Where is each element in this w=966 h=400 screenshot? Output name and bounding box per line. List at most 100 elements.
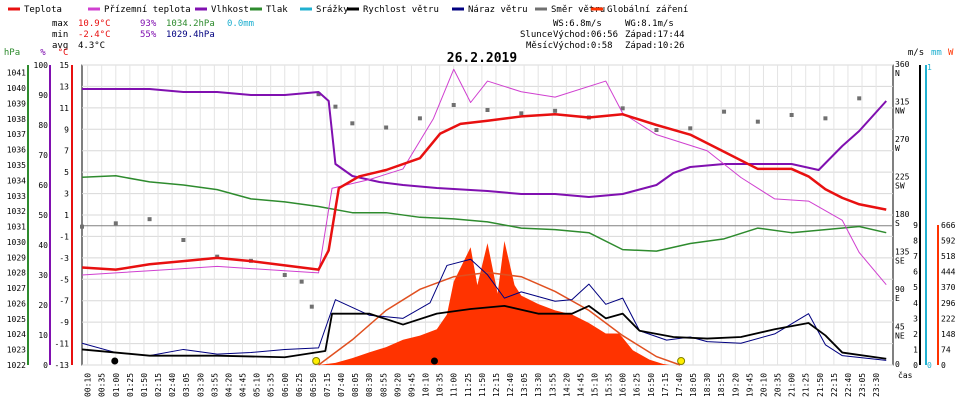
ms-tick-label: 2 <box>913 330 918 339</box>
x-tick-label: 04:20 <box>224 373 233 397</box>
moon-rise: Východ:0:58 <box>553 41 613 51</box>
wind-dir-point <box>147 217 152 222</box>
wind-dir-point <box>113 221 118 226</box>
moonset-marker <box>430 357 438 365</box>
x-tick-label: 09:45 <box>407 373 416 397</box>
sunset-marker <box>677 357 686 365</box>
moon-set: Západ:10:26 <box>625 41 685 51</box>
x-tick-label: 19:20 <box>731 373 740 397</box>
x-tick-label: 13:05 <box>520 373 529 397</box>
wind-dir-point <box>722 109 727 114</box>
x-tick-label: 21:25 <box>802 373 811 397</box>
axes: hPa% °C m/s mm W1041104010391038103710361035… <box>4 48 956 380</box>
stat-avg-temp: 4.3°C <box>78 41 105 51</box>
sun-moon-markers <box>111 357 686 365</box>
dir-compass-label: SE <box>895 257 905 266</box>
x-tick-label: 18:55 <box>717 373 726 397</box>
temperature-line <box>81 113 887 271</box>
x-tick-label: 11:00 <box>450 373 459 397</box>
moonrise-marker <box>111 357 119 365</box>
dir-tick-label: 90 <box>895 285 905 294</box>
x-tick-label: 05:35 <box>267 373 276 397</box>
wind-dir-point <box>688 126 693 131</box>
x-tick-label: 12:15 <box>492 373 501 397</box>
wind-dir-point <box>333 104 338 109</box>
hpa-tick-label: 1034 <box>7 176 26 185</box>
x-axis-label: čas <box>898 370 913 380</box>
hpa-tick-label: 1030 <box>7 238 26 247</box>
ms-tick-label: 4 <box>913 299 918 308</box>
mm-tick-label: 0 <box>927 361 932 370</box>
hpa-tick-label: 1022 <box>7 361 26 370</box>
stat-min-label: min <box>52 30 68 40</box>
x-tick-label: 03:30 <box>196 373 205 397</box>
dir-tick-label: 135 <box>895 248 910 257</box>
wind-dir-point <box>309 304 314 309</box>
x-tick-label: 16:00 <box>619 373 628 397</box>
hpa-tick-label: 1024 <box>7 330 26 339</box>
dir-compass-label: SW <box>895 182 905 191</box>
hpa-tick-label: 1039 <box>7 99 26 108</box>
wind-dir-point <box>553 108 558 113</box>
x-tick-label: 17:40 <box>675 373 684 397</box>
stat-min-hum: 55% <box>140 30 157 40</box>
pct-tick-label: 10 <box>38 331 48 340</box>
w-tick-label: 518 <box>941 252 956 261</box>
temp-tick-label: -11 <box>55 340 70 349</box>
temp-tick-label: 9 <box>64 125 69 134</box>
legend-label: Přízemní teplota <box>104 5 191 15</box>
wind-dir-point <box>620 106 625 111</box>
ms-tick-label: 5 <box>913 283 918 292</box>
temp-tick-label: 3 <box>64 190 69 199</box>
sun-rise: Východ:06:56 <box>553 30 618 40</box>
legend-label: Rychlost větru <box>363 5 439 15</box>
x-tick-label: 18:05 <box>689 373 698 397</box>
wind-dir-point <box>350 121 355 126</box>
hpa-tick-label: 1037 <box>7 130 26 139</box>
wind-dir-point <box>282 273 287 277</box>
dir-tick-label: 270 <box>895 135 910 144</box>
dir-tick-label: 45 <box>895 323 905 332</box>
pct-tick-label: 80 <box>38 121 48 130</box>
hpa-tick-label: 1038 <box>7 115 26 124</box>
stat-min-temp: -2.4°C <box>78 30 111 40</box>
x-tick-label: 21:50 <box>816 373 825 397</box>
temp-tick-label: -5 <box>59 275 69 284</box>
x-tick-label: 07:40 <box>337 373 346 397</box>
pct-tick-label: 50 <box>38 211 48 220</box>
x-tick-label: 17:15 <box>661 373 670 397</box>
hpa-tick-label: 1031 <box>7 223 26 232</box>
wind-dir-point <box>384 125 389 130</box>
pct-tick-label: 30 <box>38 271 48 280</box>
hpa-tick-label: 1026 <box>7 299 26 308</box>
dir-compass-label: E <box>895 294 900 303</box>
pct-tick-label: 0 <box>43 361 48 370</box>
x-tick-label: 15:10 <box>591 373 600 397</box>
x-tick-label: 23:30 <box>872 373 881 397</box>
moon-label: Měsíc <box>526 41 553 51</box>
dir-tick-label: 225 <box>895 173 910 182</box>
wind-dir-point <box>417 116 422 121</box>
series-lines <box>80 68 887 361</box>
hpa-tick-label: 1040 <box>7 84 26 93</box>
stat-max-temp: 10.9°C <box>78 19 111 29</box>
hpa-tick-label: 1035 <box>7 161 26 170</box>
x-tick-label: 20:35 <box>774 373 783 397</box>
wind-ws: WS:6.8m/s <box>553 19 602 29</box>
x-tick-label: 13:55 <box>548 373 557 397</box>
stats-panel: max 10.9°C 93% 1034.2hPa 0.0mm min -2.4°… <box>52 19 685 51</box>
wind-dir-point <box>485 108 490 112</box>
legend: Teplota Přízemní teplota Vlhkost Tlak Srážky… <box>8 5 688 15</box>
w-tick-label: 0 <box>941 361 946 370</box>
pct-tick-label: 40 <box>38 241 48 250</box>
ms-tick-label: 3 <box>913 314 918 323</box>
temp-tick-label: -1 <box>59 232 69 241</box>
wind-dir-point <box>299 279 304 284</box>
w-tick-label: 444 <box>941 268 956 277</box>
hpa-tick-label: 1023 <box>7 346 26 355</box>
hpa-tick-label: 1027 <box>7 284 26 293</box>
w-tick-label: 592 <box>941 237 956 246</box>
x-tick-label: 15:35 <box>605 373 614 397</box>
x-tick-label: 23:05 <box>858 373 867 397</box>
